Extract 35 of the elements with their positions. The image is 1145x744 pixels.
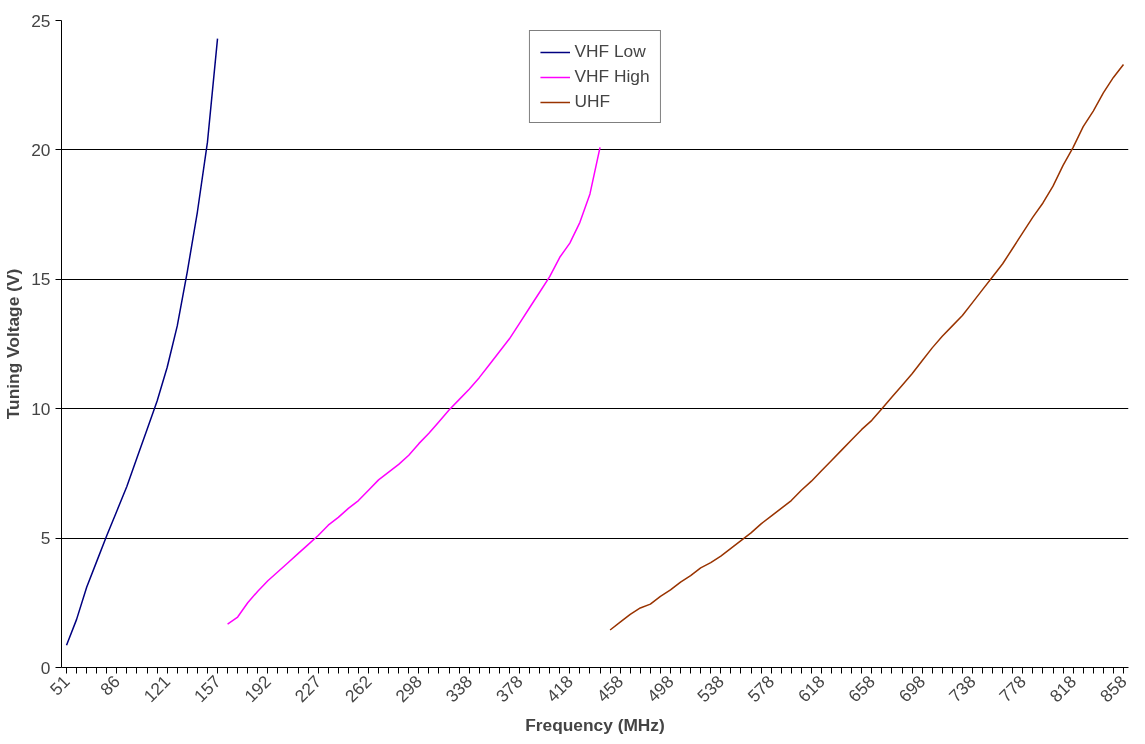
line-series: [226, 146, 601, 625]
x-tick-label: 338: [441, 671, 477, 707]
y-tick-label: 20: [31, 139, 51, 160]
x-tick-label: 298: [391, 671, 426, 707]
x-tick-label: 227: [290, 671, 326, 707]
x-tick-label: 538: [693, 671, 728, 707]
y-tick-label: 0: [40, 657, 51, 678]
x-tick-label: 262: [341, 671, 376, 707]
legend-label: VHF High: [574, 66, 650, 87]
y-tick-label: 10: [31, 398, 51, 419]
x-tick-label: 658: [844, 671, 879, 707]
x-axis-title: Frequency (MHz): [525, 715, 665, 736]
x-tick-label: 818: [1045, 671, 1081, 707]
line-series: [609, 63, 1125, 631]
x-tick-label: 378: [491, 671, 527, 707]
line-series: [65, 37, 219, 646]
x-tick-label: 778: [995, 671, 1030, 707]
legend-label: UHF: [574, 91, 611, 112]
x-tick-label: 578: [743, 671, 779, 707]
x-tick-label: 458: [592, 671, 628, 707]
x-tick-label: 698: [894, 671, 930, 707]
legend-label: VHF Low: [574, 41, 646, 62]
y-axis-title: Tuning Voltage (V): [3, 268, 24, 420]
y-tick-label: 15: [31, 269, 51, 290]
x-tick-label: 157: [190, 671, 225, 707]
x-tick-label: 738: [944, 671, 980, 707]
y-tick-label: 5: [40, 528, 51, 549]
x-tick-label: 86: [96, 671, 124, 700]
x-tick-label: 618: [793, 671, 829, 707]
x-tick-label: 418: [542, 671, 577, 707]
x-tick-label: 858: [1095, 671, 1131, 707]
y-tick-label: 25: [31, 10, 51, 31]
x-tick-label: 121: [139, 671, 175, 707]
x-tick-label: 498: [642, 671, 678, 707]
x-tick-label: 192: [240, 671, 275, 707]
